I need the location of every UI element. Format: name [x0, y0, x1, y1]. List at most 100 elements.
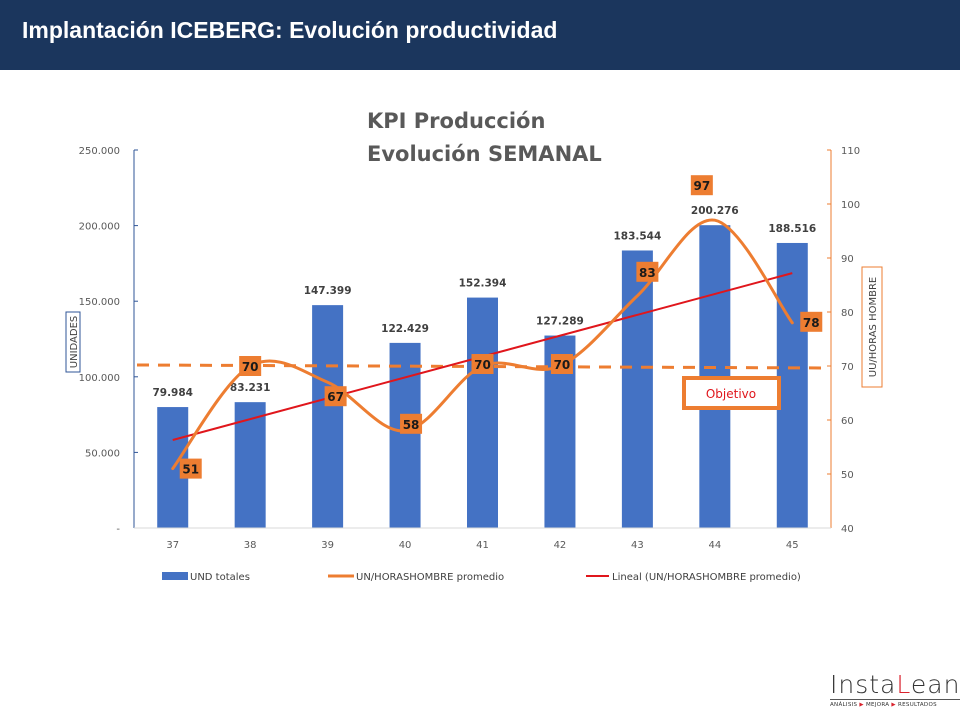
tagline-3: RESULTADOS	[898, 702, 937, 708]
right-axis-tick-label: 50	[841, 470, 854, 481]
line-data-label: 78	[800, 311, 823, 332]
left-axis-tick-label: 250.000	[79, 146, 120, 157]
right-axis: 40 50 60 70 80 90 100 110	[827, 146, 860, 535]
bar-data-label: 127.289	[536, 316, 584, 328]
x-axis-tick-label: 44	[708, 540, 721, 551]
left-axis-tick-label: 50.000	[85, 448, 120, 459]
line-data-label: 51	[179, 458, 202, 479]
line-data-label-text: 97	[693, 179, 710, 193]
left-axis: - 50.000 100.000 150.000 200.000 250.000	[79, 146, 138, 535]
logo-tagline: ANÁLISIS ▶ MEJORA ▶ RESULTADOS	[830, 702, 955, 708]
line-data-label-box	[550, 354, 573, 374]
x-axis-tick-label: 43	[631, 540, 644, 551]
line-data-label: 70	[471, 354, 494, 374]
x-axis-tick-label: 39	[321, 540, 334, 551]
x-axis: 37 38 39 40 41 42 43 44 45	[134, 527, 831, 551]
right-axis-tick-label: 100	[841, 200, 860, 211]
line-data-label: 70	[239, 356, 262, 376]
legend-swatch-bars	[162, 572, 188, 580]
chart-title-line-1: KPI Producción	[367, 109, 545, 133]
logo-part-2: ean	[910, 670, 960, 699]
legend-label: UND totales	[190, 572, 250, 583]
objetivo-box	[682, 376, 781, 410]
legend-entry-bars: UND totales	[162, 572, 250, 583]
line-data-label-box	[400, 413, 423, 434]
line-data-label: 58	[400, 413, 423, 434]
x-axis-tick-label: 40	[399, 540, 412, 551]
line-data-label: 67	[324, 386, 347, 407]
x-axis-tick-label: 45	[786, 540, 799, 551]
line-data-label-box	[800, 311, 823, 332]
kpi-chart: KPI Producción Evolución SEMANAL - 50.000…	[65, 109, 883, 583]
tagline-arrow-1: ▶	[859, 702, 864, 708]
line-data-label: 97	[690, 175, 713, 196]
legend-entry-line: UN/HORASHOMBRE promedio	[328, 572, 504, 583]
left-axis-tick-label: 150.000	[79, 297, 120, 308]
line-data-label-box	[179, 458, 202, 479]
bar-data-label: 188.516	[768, 223, 816, 235]
bar-data-label: 122.429	[381, 323, 429, 335]
slide-title: Implantación ICEBERG: Evolución producti…	[22, 17, 558, 43]
right-axis-tick-label: 90	[841, 254, 854, 265]
line-data-label-box	[471, 354, 494, 374]
right-axis-tick-label: 60	[841, 416, 854, 427]
bar-data-label: 79.984	[152, 387, 193, 399]
legend-entry-trend: Lineal (UN/HORASHOMBRE promedio)	[586, 572, 801, 583]
line-data-label: 83	[636, 261, 659, 282]
axis-titles: UNIDADES UU/HORAS HOMBRE	[65, 266, 883, 388]
left-axis-tick-label: 100.000	[79, 373, 120, 384]
line-data-label-box	[324, 386, 347, 407]
line-data-label-text: 78	[803, 316, 820, 330]
logo-wordmark: InstaLean	[830, 672, 960, 700]
legend: UND totales UN/HORASHOMBRE promedio Lineal…	[162, 572, 801, 583]
bar-data-label: 83.231	[230, 382, 271, 394]
line-data-label-text: 58	[403, 418, 420, 432]
bar	[312, 305, 344, 528]
bar	[234, 402, 266, 528]
tagline-arrow-2: ▶	[891, 702, 896, 708]
x-axis-tick-label: 37	[166, 540, 179, 551]
line-data-label-box	[239, 356, 262, 376]
logo-part-1: Insta	[830, 670, 897, 699]
chart-title-line-2: Evolución SEMANAL	[367, 142, 602, 166]
right-axis-tick-label: 80	[841, 308, 854, 319]
left-axis-tick-label: -	[116, 524, 120, 535]
logo-accent: L	[896, 670, 911, 699]
line-data-label-text: 83	[639, 266, 656, 280]
line-data-label-text: 70	[242, 360, 259, 374]
x-axis-tick-label: 38	[244, 540, 257, 551]
tagline-2: MEJORA	[866, 702, 890, 708]
bar	[621, 250, 653, 528]
bar-data-label: 200.276	[691, 205, 739, 217]
right-axis-tick-label: 110	[841, 146, 860, 157]
line-data-label-text: 70	[554, 358, 571, 372]
chart-title: KPI Producción Evolución SEMANAL	[367, 109, 602, 166]
bar	[389, 342, 421, 528]
objetivo-annotation: Objetivo	[682, 376, 781, 410]
y2-axis-title-box	[861, 266, 883, 388]
slide-header: Implantación ICEBERG: Evolución producti…	[0, 0, 960, 70]
instalean-logo: InstaLean ANÁLISIS ▶ MEJORA ▶ RESULTADOS	[830, 672, 960, 712]
right-axis-tick-label: 40	[841, 524, 854, 535]
bar-data-labels: 79.984 83.231 147.399 122.429 152.394 127.289…	[152, 205, 816, 399]
line-data-label: 70	[550, 354, 573, 374]
y-axis-title-box	[65, 311, 81, 373]
y-axis-title: UNIDADES	[69, 316, 80, 368]
bar-data-label: 183.544	[613, 230, 661, 242]
legend-label: UN/HORASHOMBRE promedio	[356, 572, 504, 583]
line-data-label-text: 70	[474, 358, 491, 372]
y2-axis-title: UU/HORAS HOMBRE	[868, 277, 879, 377]
line-data-label-text: 67	[327, 390, 344, 404]
bar-data-label: 147.399	[304, 285, 352, 297]
objetivo-label: Objetivo	[706, 387, 756, 401]
bar	[776, 242, 808, 528]
bar-data-label: 152.394	[459, 278, 507, 290]
x-axis-tick-label: 41	[476, 540, 489, 551]
line-data-label-text: 51	[182, 463, 199, 477]
left-axis-tick-label: 200.000	[79, 222, 120, 233]
bar	[467, 297, 498, 528]
line-data-labels: 51 70 67 58 70 70 83 97 78	[179, 175, 823, 479]
tagline-1: ANÁLISIS	[830, 702, 858, 708]
legend-label: Lineal (UN/HORASHOMBRE promedio)	[612, 572, 801, 583]
right-axis-tick-label: 70	[841, 362, 854, 373]
